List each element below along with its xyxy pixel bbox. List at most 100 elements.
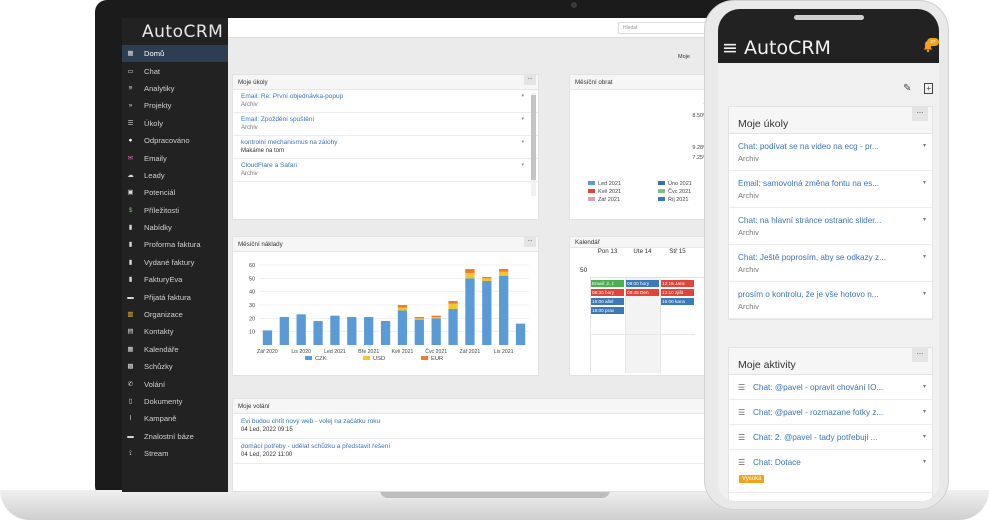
bar-czk[interactable]	[313, 321, 323, 345]
task-title[interactable]: kontrolní mechanismus na zálohy	[241, 139, 338, 146]
bar-czk[interactable]	[262, 330, 273, 345]
caret-down-icon[interactable]: ▾	[922, 217, 926, 223]
bar-eur[interactable]	[397, 305, 408, 308]
bar-usd[interactable]	[465, 273, 475, 279]
caret-down-icon[interactable]: ▾	[922, 459, 926, 465]
bar-usd[interactable]	[431, 317, 441, 319]
sidebar-item[interactable]: ▦ Kalendáře	[122, 341, 228, 358]
sidebar-item[interactable]: ▮ Proforma faktura	[122, 236, 228, 253]
sidebar-item[interactable]: $ Příležitosti	[122, 202, 228, 219]
calendar-event[interactable]: 08:30 hory	[591, 289, 624, 296]
bar-czk[interactable]	[347, 317, 357, 345]
legend-item[interactable]: Zář 2021	[588, 197, 658, 203]
phone-task-item[interactable]: Chat: na hlavní stránce ostranic slider.…	[729, 208, 932, 245]
bar-czk[interactable]	[465, 278, 475, 345]
bar-czk[interactable]	[279, 317, 289, 345]
sidebar-item[interactable]: ▦ Domů	[122, 45, 228, 63]
sidebar-item[interactable]: ⟟ Stream	[122, 445, 228, 462]
task-title[interactable]: CloudFlare a Safari	[241, 162, 297, 169]
calendar-day[interactable]: Stř 15	[669, 248, 686, 255]
legend-label[interactable]: CZK	[315, 356, 327, 362]
caret-down-icon[interactable]: ▾	[922, 180, 926, 186]
scrollbar-thumb[interactable]	[531, 95, 536, 180]
phone-task-title[interactable]: Chat: Ještě poprosím, aby se odkazy z...	[738, 253, 886, 262]
caret-down-icon[interactable]: ▾	[922, 254, 926, 260]
bar-czk[interactable]	[330, 315, 340, 345]
sidebar-item[interactable]: ≡ Analytiky	[122, 80, 228, 97]
search-input[interactable]: Hledat	[618, 22, 714, 34]
caret-down-icon[interactable]: ▾	[922, 384, 926, 390]
phone-activity-title[interactable]: Chat: @pavel - opravit chování IO...	[753, 383, 884, 392]
caret-down-icon[interactable]: ▾	[521, 162, 524, 168]
phone-activity-title[interactable]: Chat: Dotace	[753, 458, 801, 467]
sidebar-item[interactable]: ▤ Kontakty	[122, 323, 228, 340]
legend-item[interactable]: Úno 2021	[658, 181, 728, 187]
phone-activity-item[interactable]: ☰ Chat: 2. @pavel - tady potřebuji ... ▾	[729, 425, 932, 450]
caret-down-icon[interactable]: ▾	[922, 291, 926, 297]
bar-czk[interactable]	[397, 310, 408, 345]
card-menu-button[interactable]: ...	[912, 348, 928, 362]
calendar-column[interactable]	[590, 278, 625, 373]
hamburger-icon[interactable]: ≡	[722, 37, 744, 59]
sidebar-item[interactable]: ▥ Organizace	[122, 306, 228, 323]
calendar-event[interactable]: 16:00 kans	[661, 298, 694, 305]
task-item[interactable]: Email: Zpoždění spuštění Archiv ▾	[233, 113, 538, 136]
sidebar-item[interactable]: ✆ Volání	[122, 375, 228, 392]
phone-activity-item[interactable]: ☰ Chat: Dotace Vysoká ▾	[729, 450, 932, 493]
caret-down-icon[interactable]: ▾	[521, 93, 524, 99]
call-title[interactable]: Evi budou chtít nový web - volej na začá…	[241, 418, 381, 425]
sidebar-item[interactable]: ▮ Vydané faktury	[122, 254, 228, 271]
caret-down-icon[interactable]: ▾	[521, 139, 524, 145]
calendar-event[interactable]: 08:45 Den	[626, 289, 659, 296]
scrollbar[interactable]	[531, 93, 536, 196]
sidebar-item[interactable]: ▭ Chat	[122, 62, 228, 79]
phone-task-item[interactable]: Chat: Ještě poprosím, aby se odkazy z...…	[729, 245, 932, 282]
calendar-event[interactable]: Email: 2. z	[591, 280, 624, 287]
bar-eur[interactable]	[431, 315, 441, 317]
bar-czk[interactable]	[296, 314, 306, 345]
calendar-column[interactable]	[660, 278, 695, 373]
bar-usd[interactable]	[448, 303, 458, 309]
caret-down-icon[interactable]: ▾	[521, 116, 524, 122]
legend-item[interactable]: Čvc 2021	[658, 189, 728, 195]
card-menu-button[interactable]: ...	[912, 107, 928, 121]
phone-task-title[interactable]: prosím o kontrolu, že je vše hotovo n...	[738, 290, 879, 299]
task-title[interactable]: Email: Re: První objednávka-popup	[241, 93, 344, 100]
bar-czk[interactable]	[364, 317, 374, 345]
sidebar-item[interactable]: ✉ Emaily	[122, 149, 228, 166]
call-item[interactable]: domácí potřeby - udělat schůzku a předst…	[233, 439, 881, 464]
sidebar-item[interactable]: ▮ Nabídky	[122, 219, 228, 236]
sidebar-item[interactable]: ● Odpracováno	[122, 132, 228, 149]
sidebar-item[interactable]: ▩ Schůzky	[122, 358, 228, 375]
bar-usd[interactable]	[482, 278, 492, 281]
sidebar-item[interactable]: ▮ FakturyEva	[122, 271, 228, 288]
legend-item[interactable]: Kvě 2021	[588, 189, 658, 195]
card-menu-button[interactable]: ...	[524, 75, 536, 85]
calendar-event[interactable]: 12:15 Janc	[661, 280, 694, 287]
call-item[interactable]: Evi budou chtít nový web - volej na začá…	[233, 414, 881, 439]
add-widget-icon[interactable]: +	[924, 83, 933, 94]
bar-usd[interactable]	[414, 318, 424, 320]
sidebar-item[interactable]: ▬ Znalostní báze	[122, 428, 228, 445]
bar-czk[interactable]	[448, 309, 458, 345]
caret-down-icon[interactable]: ▾	[922, 143, 926, 149]
legend-label[interactable]: EUR	[431, 356, 443, 362]
calendar-grid[interactable]: Email: 2. z 08:30 hory 16:00 allel 18:00 pr…	[590, 277, 710, 373]
caret-down-icon[interactable]: ▾	[922, 434, 926, 440]
calendar-event[interactable]: 08:00 hory	[626, 280, 659, 287]
bar-eur[interactable]	[414, 317, 424, 319]
bar-czk[interactable]	[499, 275, 509, 345]
phone-task-title[interactable]: Chat: podívat se na video na ecg - pr...	[738, 142, 879, 151]
phone-task-item[interactable]: Chat: podívat se na video na ecg - pr...…	[729, 134, 932, 171]
sidebar-item[interactable]: ☁ Leady	[122, 167, 228, 184]
phone-activity-item[interactable]: ☰ Chat: @pavel - opravit chování IO... ▾	[729, 375, 932, 400]
bar-czk[interactable]	[482, 281, 492, 345]
sidebar-item[interactable]: ▯ Dokumenty	[122, 393, 228, 410]
legend-item[interactable]: Říj 2021	[658, 197, 728, 203]
sidebar-item[interactable]: ☰ Úkoly	[122, 115, 228, 132]
moje-link[interactable]: Moje	[678, 54, 690, 60]
bar-czk[interactable]	[414, 319, 424, 345]
brand-logo[interactable]: AutoCRM	[142, 22, 224, 42]
calendar-day[interactable]: Úte 14	[633, 248, 652, 255]
bar-usd[interactable]	[397, 307, 408, 311]
